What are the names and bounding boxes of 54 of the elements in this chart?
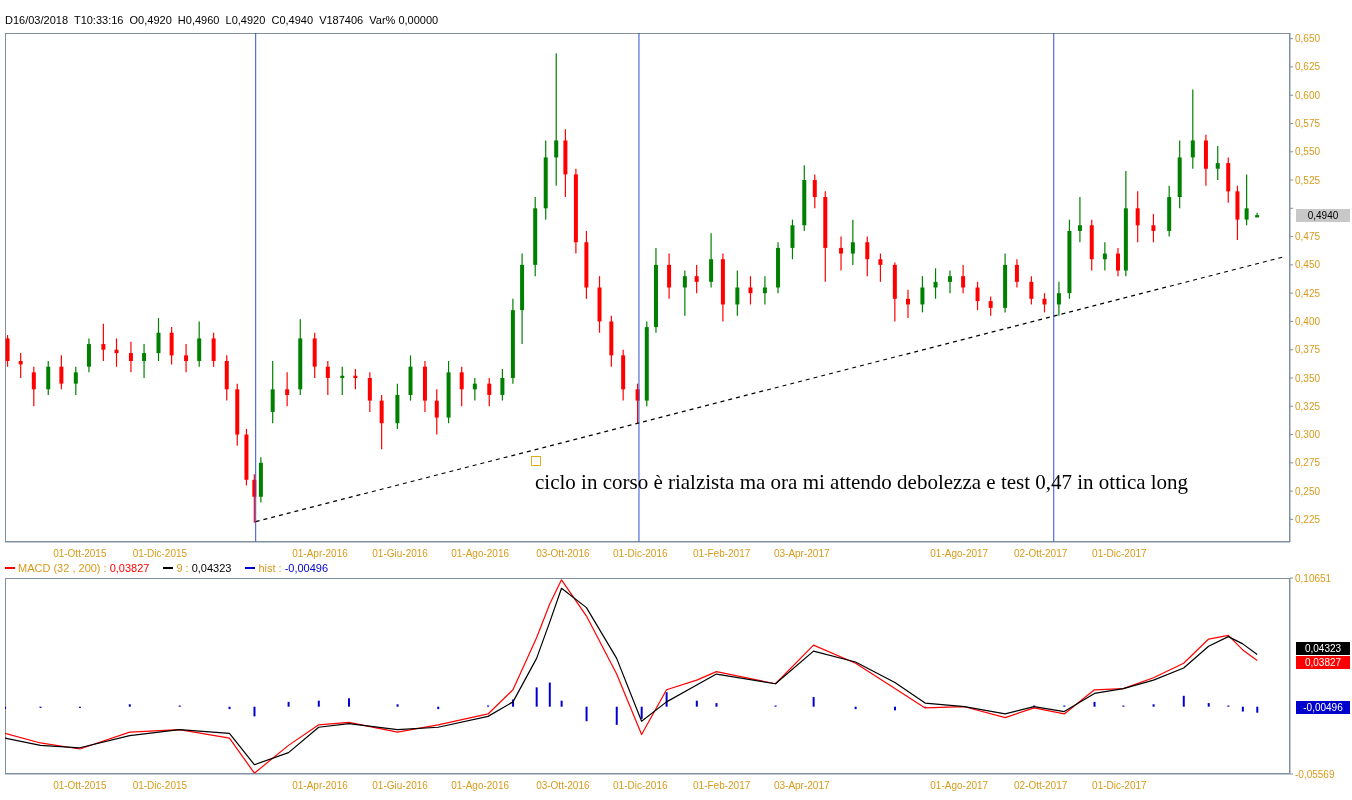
- x-tick-label: 02-Ott-2017: [1013, 780, 1068, 792]
- x-tick-label: 01-Dic-2015: [132, 780, 188, 792]
- legend-label: hist :: [258, 562, 282, 574]
- y-tick-label: 0,600: [1295, 89, 1321, 101]
- x-tick-label: 01-Dic-2016: [613, 548, 668, 560]
- text: -0,00496: [1303, 702, 1343, 713]
- text: -0,00496: [284, 562, 329, 574]
- x-tick-label: 01-Ago-2016: [451, 548, 510, 560]
- y-tick-label: 0,575: [1295, 118, 1321, 130]
- x-tick-label: 03-Ott-2016: [536, 548, 590, 560]
- x-tick-label: 01-Giu-2016: [372, 548, 429, 560]
- x-tick-label: 02-Ott-2017: [1013, 548, 1068, 560]
- chart-subtitle: D16/03/2018 T10:33:16 O0,4920 H0,4960 L0,4920 C0,4940 V187406 Var% 0,00000: [5, 14, 439, 26]
- x-tick-label: 01-Ago-2016: [451, 780, 510, 792]
- y-tick-label: 0,250: [1295, 485, 1321, 497]
- x-tick-label: 01-Dic-2017: [1092, 548, 1148, 560]
- y-tick-label: 0,325: [1295, 400, 1321, 412]
- y-tick-label: 0,625: [1295, 61, 1321, 73]
- x-tick-label: 03-Apr-2017: [773, 548, 830, 560]
- x-tick-label: 01-Dic-2017: [1092, 780, 1148, 792]
- text: 0,03827: [1304, 657, 1342, 668]
- legend-label: MACD (32 , 200) :: [18, 562, 107, 574]
- x-tick-label: 03-Ott-2016: [536, 780, 590, 792]
- x-tick-label: 01-Ott-2015: [53, 548, 107, 560]
- y-tick-label: 0,650: [1295, 33, 1321, 45]
- y-tick-label: 0,10651: [1295, 572, 1332, 584]
- text: 0,04323: [191, 562, 232, 574]
- x-tick-label: 01-Apr-2016: [292, 548, 349, 560]
- text: 0,03827: [109, 562, 150, 574]
- y-tick-label: -0,05569: [1295, 768, 1335, 780]
- y-tick-label: 0,400: [1295, 315, 1321, 327]
- y-tick-label: 0,350: [1295, 372, 1321, 384]
- x-tick-label: 01-Feb-2017: [693, 780, 751, 792]
- y-tick-label: 0,425: [1295, 287, 1321, 299]
- x-tick-label: 01-Ago-2017: [930, 548, 989, 560]
- x-tick-label: 01-Ott-2015: [53, 780, 107, 792]
- x-tick-label: 01-Feb-2017: [693, 548, 751, 560]
- x-tick-label: 01-Dic-2016: [613, 780, 668, 792]
- y-tick-label: 0,225: [1295, 513, 1321, 525]
- x-tick-label: 01-Giu-2016: [372, 780, 429, 792]
- x-tick-label: 03-Apr-2017: [773, 780, 830, 792]
- y-tick-label: 0,525: [1295, 174, 1321, 186]
- y-tick-label: 0,450: [1295, 259, 1321, 271]
- x-tick-label: 01-Ago-2017: [930, 780, 989, 792]
- y-tick-label: 0,475: [1295, 231, 1321, 243]
- text: 0,4940: [1296, 209, 1350, 222]
- y-tick-label: 0,550: [1295, 146, 1321, 158]
- legend-label: 9 :: [176, 562, 189, 574]
- y-tick-label: 0,375: [1295, 344, 1321, 356]
- text: 0,04323: [1304, 643, 1342, 654]
- x-tick-label: 01-Dic-2015: [132, 548, 188, 560]
- y-tick-label: 0,275: [1295, 457, 1321, 469]
- x-tick-label: 01-Apr-2016: [292, 780, 349, 792]
- y-tick-label: 0,300: [1295, 429, 1321, 441]
